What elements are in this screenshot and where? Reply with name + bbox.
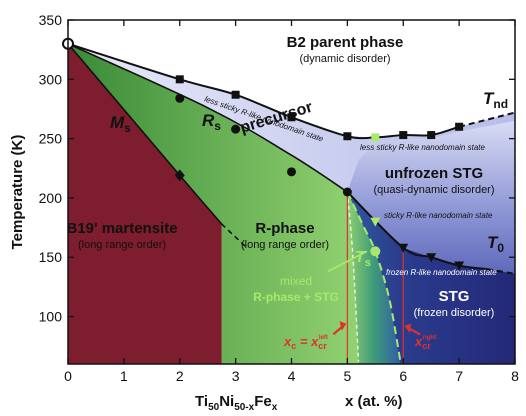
rs-circle-marker [231,124,241,134]
ms-curve-dashed [221,223,248,249]
mixed-region [347,192,401,364]
x-tick-label: 1 [120,368,128,384]
x-axis-title: x (at. %) [345,393,403,410]
t0-label: T0 [487,233,504,255]
ts-lime-circle-marker [370,246,381,257]
mixed-arrow [327,250,368,273]
tnd-square-marker [343,132,352,141]
t0-curve-dashed [486,268,515,275]
y-tick-label: 300 [39,71,63,87]
unfrozen-stg-region [347,120,515,281]
rs-circle-marker [342,187,352,197]
rs-curve [68,42,348,193]
x-tick-label: 2 [176,368,184,384]
rphase-sublabel: (long range order) [241,239,329,251]
x-tick-label: 3 [232,368,240,384]
ms-curve [68,43,223,225]
stg-label: STG [439,288,470,305]
x-tick-label: 4 [288,368,296,384]
y-tick-label: 150 [39,249,63,265]
martensite-region [68,43,222,364]
t0-triangle-marker [398,243,409,253]
xc-label: xc = xcrleft [283,334,328,351]
ts-lime-triangle-marker [370,217,381,227]
mixed-label: mixed [280,274,312,288]
tnd-square-marker [287,113,296,122]
y-tick-label: 250 [39,131,63,147]
tnd-square-marker [231,90,240,99]
x-right-arrow [408,327,421,336]
x-tick-label: 0 [64,368,72,384]
sticky-nanodomain-label: sticky R-like nanodomain state [384,211,493,220]
ms-label: Ms [110,113,131,135]
ts-label: Ts [355,249,371,269]
ts-left-boundary [346,191,360,362]
mixed-sublabel: R-phase + STG [253,290,339,304]
stg-sublabel: (frozen disorder) [414,307,495,319]
x-axis-title-formula: Ti50Ni50-xFex [195,393,278,413]
rs-circle-marker [287,167,296,177]
x-right-label: xcrright [414,334,436,351]
b2-phase-sublabel: (dynamic disorder) [299,53,390,65]
xc-arrowhead [339,321,347,331]
tnd-square-marker [399,131,408,140]
tnd-label: Tnd [483,89,508,111]
unfrozen-stg-sublabel: (quasi-dynamic disorder) [373,184,494,196]
y-tick-label: 100 [39,309,63,325]
t0-triangle-marker [454,261,465,271]
rs-circle-marker [175,93,185,103]
rphase-label: R-phase [255,220,314,237]
tnd-square-marker [427,131,436,140]
b19-label: B19' martensite [66,220,177,237]
less-sticky-label-flat: less sticky R-like nanodomain state [360,143,485,152]
t0-triangle-marker [426,253,437,263]
y-tick-label: 350 [39,12,63,28]
frozen-nanodomain-label: frozen R-like nanodomain state [386,268,497,277]
tnd-lime-square-marker [371,133,380,142]
x-tick-label: 5 [343,368,351,384]
y-axis-title: Temperature (K) [9,135,26,250]
x-tick-label: 7 [455,368,463,384]
rs-label: Rs [202,111,221,133]
unfrozen-stg-label: unfrozen STG [385,165,483,182]
tnd-square-marker [175,75,184,84]
r-phase-region [68,43,359,364]
tnd-square-marker [455,122,464,131]
x-tick-label: 6 [399,368,407,384]
y-tick-label: 200 [39,190,63,206]
x-tick-label: 8 [511,368,519,384]
ms-diamond-marker [174,169,185,182]
b19-sublabel: (long range order) [78,239,166,251]
x-right-arrowhead [404,323,412,334]
b2-phase-label: B2 parent phase [287,34,404,51]
